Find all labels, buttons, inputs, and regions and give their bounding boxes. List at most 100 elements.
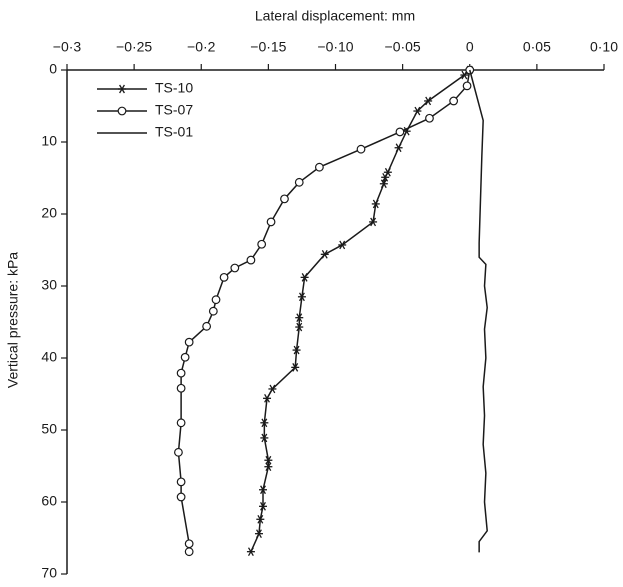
marker <box>264 462 273 472</box>
marker <box>246 547 255 557</box>
marker <box>462 81 472 91</box>
series-line <box>250 69 471 552</box>
marker-stroke <box>293 345 300 355</box>
marker-stroke <box>269 384 276 394</box>
marker-stroke <box>425 96 432 106</box>
marker <box>246 255 256 265</box>
marker-stroke <box>321 249 328 259</box>
marker <box>256 514 265 524</box>
marker-stroke <box>261 433 268 443</box>
x-tick-label: −0·10 <box>317 39 353 55</box>
y-tick-label: 50 <box>41 421 57 437</box>
legend-label: TS-01 <box>155 124 193 140</box>
marker <box>208 306 218 316</box>
marker <box>118 84 126 94</box>
marker <box>176 418 186 428</box>
marker <box>297 292 306 302</box>
marker <box>176 477 186 487</box>
marker <box>219 272 229 282</box>
marker <box>413 106 422 116</box>
marker <box>295 322 304 332</box>
x-tick-label: 0·10 <box>590 39 618 55</box>
marker <box>174 447 183 457</box>
marker-stroke <box>370 217 377 227</box>
marker <box>395 127 405 137</box>
marker <box>180 352 190 362</box>
y-tick-label: 20 <box>41 205 57 221</box>
marker <box>268 384 277 394</box>
marker <box>338 240 347 250</box>
marker-stroke <box>260 501 266 511</box>
marker <box>460 70 469 80</box>
marker-stroke <box>264 393 270 403</box>
marker <box>176 383 186 393</box>
legend-label: TS-10 <box>155 80 193 96</box>
marker <box>300 273 309 282</box>
marker <box>259 485 268 495</box>
marker-stroke <box>257 514 264 524</box>
x-tick-label: −0·05 <box>385 39 421 55</box>
marker <box>381 172 390 182</box>
y-tick-label: 0 <box>49 61 57 77</box>
marker <box>211 295 221 305</box>
marker <box>371 199 380 209</box>
marker <box>295 313 304 323</box>
marker <box>292 345 301 355</box>
marker <box>356 144 366 154</box>
marker-stroke <box>414 106 421 116</box>
marker-stroke <box>296 322 303 332</box>
y-tick-label: 10 <box>41 133 57 149</box>
marker <box>230 263 240 273</box>
x-axis-title: Lateral displacement: mm <box>255 8 415 24</box>
marker-stroke <box>298 292 305 302</box>
marker <box>294 177 304 187</box>
marker <box>379 179 388 189</box>
marker-stroke <box>260 485 266 495</box>
marker-stroke <box>372 199 379 209</box>
marker <box>184 337 194 347</box>
marker <box>260 418 269 428</box>
marker-stroke <box>339 240 346 250</box>
marker <box>184 539 194 549</box>
marker-stroke <box>256 529 262 539</box>
marker <box>425 113 434 123</box>
marker <box>176 368 186 378</box>
marker <box>254 529 263 539</box>
marker <box>184 547 194 557</box>
marker <box>260 433 269 443</box>
marker-stroke <box>301 273 308 282</box>
y-axis-title: Vertical pressure: kPa <box>5 252 21 388</box>
y-tick-label: 60 <box>41 493 57 509</box>
x-tick-label: −0·3 <box>53 39 82 55</box>
marker-stroke <box>247 547 254 557</box>
marker <box>320 249 329 259</box>
marker-stroke <box>395 143 402 153</box>
marker <box>291 363 300 372</box>
series-line <box>177 69 471 552</box>
marker <box>176 492 186 502</box>
marker <box>314 162 324 172</box>
marker-stroke <box>380 179 387 189</box>
marker-stroke <box>265 462 272 472</box>
marker <box>257 239 267 249</box>
marker <box>369 217 378 227</box>
marker <box>263 393 272 403</box>
legend-label: TS-07 <box>155 102 193 118</box>
marker <box>424 96 433 106</box>
marker <box>280 194 289 204</box>
marker <box>394 143 403 153</box>
y-tick-label: 40 <box>41 349 57 365</box>
x-tick-label: −0·25 <box>116 39 152 55</box>
series-line <box>469 69 488 553</box>
y-tick-label: 30 <box>41 277 57 293</box>
marker-stroke <box>382 172 389 182</box>
marker-stroke <box>261 418 268 428</box>
x-tick-label: −0·2 <box>187 39 216 55</box>
y-tick-label: 70 <box>41 565 57 581</box>
marker-stroke <box>461 70 468 80</box>
x-tick-label: 0 <box>466 39 474 55</box>
marker <box>449 96 459 106</box>
marker-stroke <box>296 313 303 323</box>
marker <box>259 501 268 511</box>
